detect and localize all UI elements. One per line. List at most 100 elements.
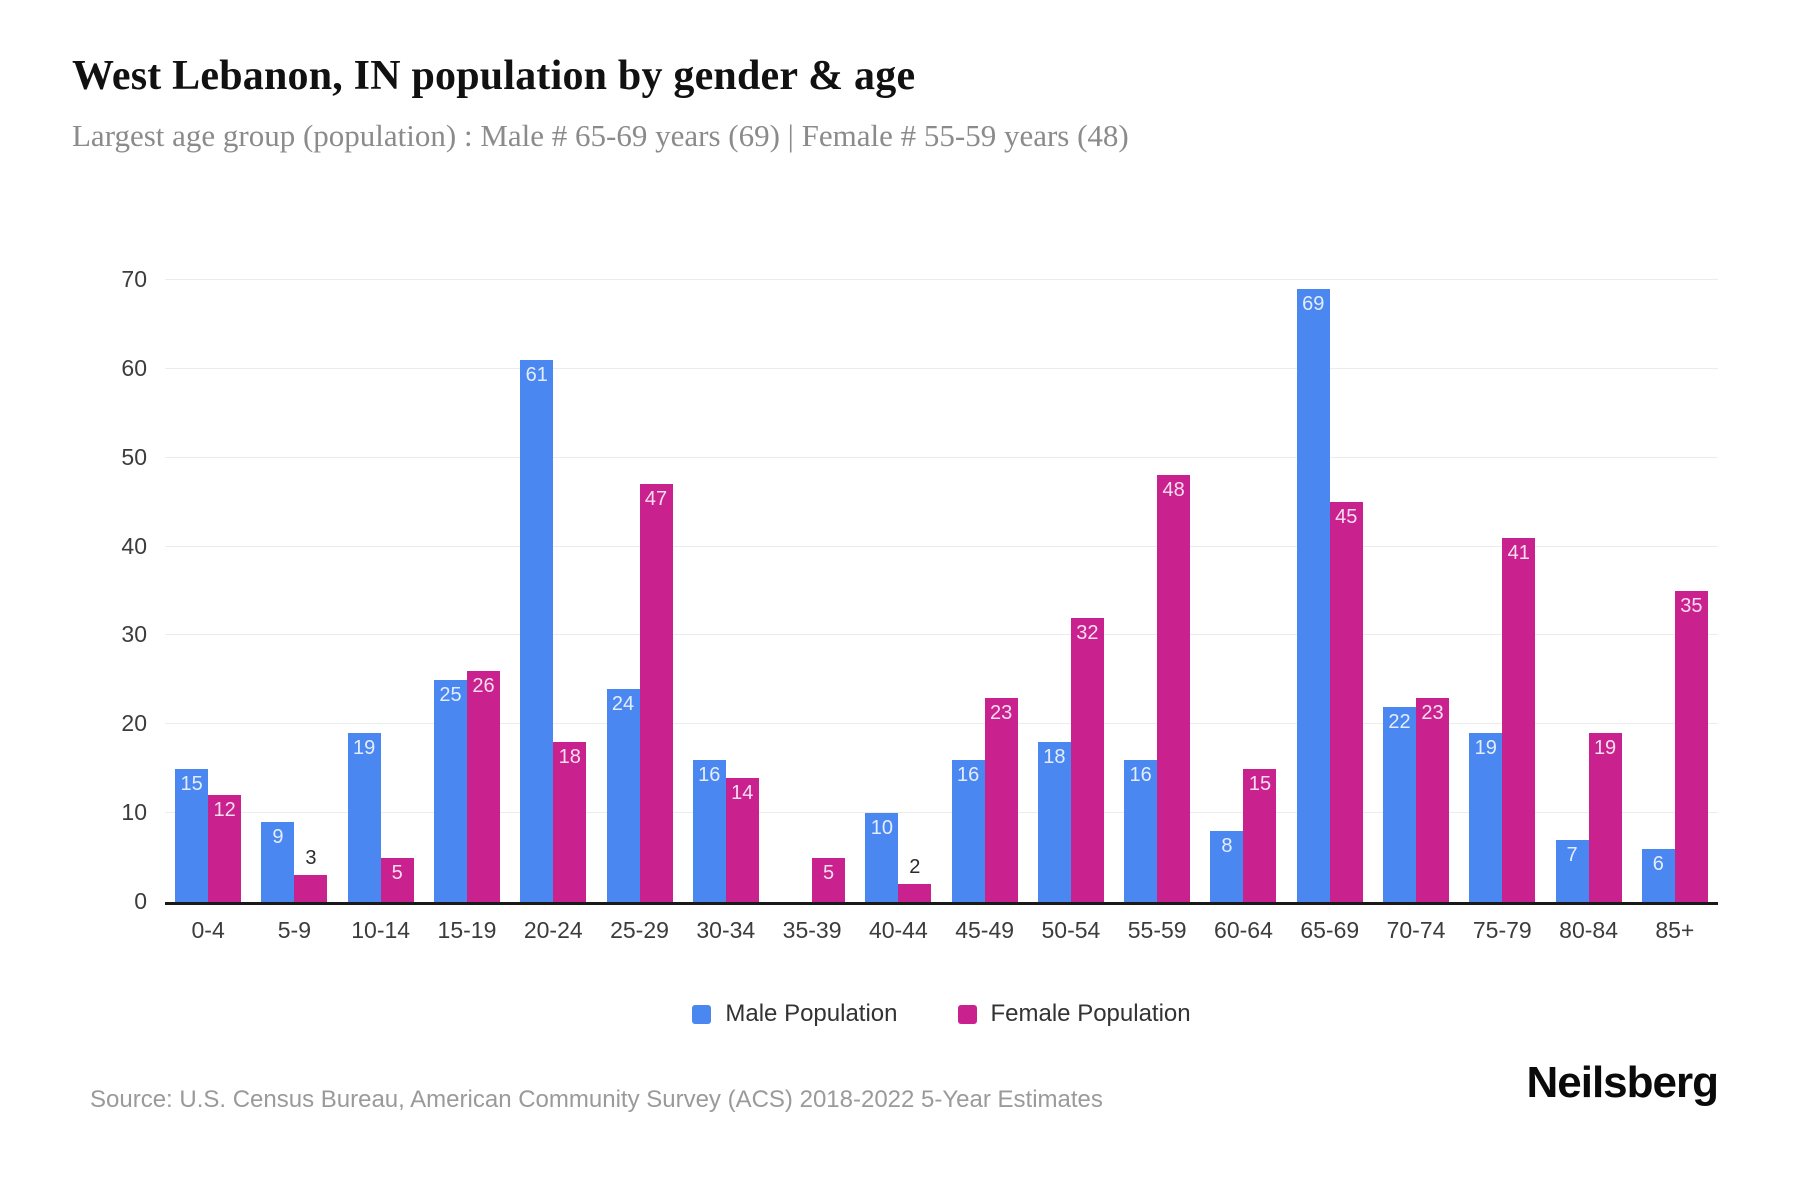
bar-group-0-4: 15 12 [165, 283, 251, 902]
bar-male-30-34[interactable]: 16 [692, 760, 726, 902]
x-axis-label-10-14: 10-14 [351, 917, 411, 943]
bar-female-30-34[interactable]: 14 [725, 778, 759, 902]
bar-value-label: 16 [698, 764, 721, 786]
bar-value-label: 22 [1388, 711, 1411, 733]
bar-female-45-49[interactable]: 23 [984, 698, 1018, 902]
bar-value-label: 24 [611, 693, 635, 715]
legend-label-female: Female Population [990, 1000, 1191, 1027]
x-axis-label-60-64: 60-64 [1214, 917, 1273, 943]
neilsberg-logo: Neilsberg [1526, 1058, 1719, 1107]
bar-female-25-29[interactable]: 47 [639, 484, 673, 902]
bar-male-25-29[interactable]: 24 [606, 689, 640, 902]
bar-male-75-79[interactable]: 19 [1469, 733, 1503, 902]
bar-value-label: 15 [180, 773, 203, 795]
plot-area: 0 10 20 30 40 50 60 70 15 12 0-4 9 3 5-9 19 5 10-14 25 26 1… [121, 266, 1718, 943]
bar-value-label: 10 [870, 817, 893, 839]
x-axis-label-25-29: 25-29 [610, 917, 669, 943]
source-attribution: Source: U.S. Census Bureau, American Com… [90, 1086, 1103, 1113]
bar-value-label: 35 [1680, 595, 1703, 617]
female-legend-swatch-icon [957, 1004, 977, 1024]
bar-female-75-79[interactable]: 41 [1502, 538, 1536, 902]
bar-value-label: 41 [1507, 542, 1530, 564]
bar-value-label: 48 [1162, 479, 1185, 501]
bar-female-35-39[interactable]: 5 [812, 858, 846, 902]
gridline-40 [165, 545, 1718, 547]
x-axis-label-80-84: 80-84 [1559, 917, 1618, 943]
bar-male-15-19[interactable]: 25 [433, 680, 467, 902]
bar-female-65-69[interactable]: 45 [1329, 502, 1363, 902]
bar-value-label: 23 [1421, 702, 1444, 724]
bar-female-60-64[interactable]: 15 [1243, 769, 1277, 902]
gridline-10 [165, 812, 1718, 814]
bar-group-75-79: 19 41 [1459, 283, 1545, 902]
x-axis-label-30-34: 30-34 [696, 917, 756, 943]
bar-group-15-19: 25 26 [424, 283, 510, 902]
bar-value-label: 8 [1221, 835, 1233, 857]
bar-group-50-54: 18 32 [1028, 283, 1114, 902]
bar-male-45-49[interactable]: 16 [951, 760, 985, 902]
bar-female-70-74[interactable]: 23 [1416, 698, 1449, 902]
bar-female-20-24[interactable]: 18 [553, 742, 587, 902]
bar-value-label: 69 [1302, 293, 1325, 315]
bar-group-65-69: 69 45 [1287, 283, 1373, 902]
bar-group-60-64: 8 15 [1200, 283, 1286, 902]
y-tick-label-70: 70 [121, 266, 147, 292]
x-axis-label-85+: 85+ [1655, 917, 1695, 943]
bar-value-label: 18 [558, 746, 581, 768]
gridline-60 [165, 367, 1718, 369]
bar-male-10-14[interactable]: 19 [347, 733, 381, 902]
bar-female-15-19[interactable]: 26 [466, 671, 500, 902]
bar-value-label: 16 [957, 764, 980, 786]
y-tick-label-30: 30 [121, 621, 147, 648]
bar-male-0-4[interactable]: 15 [175, 769, 209, 902]
bar-value-label: 5 [391, 862, 403, 884]
bar-group-10-14: 19 5 [338, 283, 424, 902]
bar-male-55-59[interactable]: 16 [1124, 760, 1158, 902]
legend-label-male: Male Population [725, 1000, 898, 1027]
bar-group-35-39: 5 [769, 283, 855, 902]
bar-female-10-14[interactable]: 5 [380, 858, 414, 902]
x-axis-label-55-59: 55-59 [1127, 917, 1187, 943]
bar-male-40-44[interactable]: 10 [865, 813, 899, 902]
bar-value-label: 6 [1652, 853, 1664, 875]
bar-female-0-4[interactable]: 12 [208, 795, 242, 902]
bar-group-85+: 6 35 [1632, 283, 1718, 902]
bar-male-60-64[interactable]: 8 [1210, 831, 1244, 902]
bar-female-50-54[interactable]: 32 [1070, 618, 1104, 902]
legend: Male Population Female Population [165, 1000, 1718, 1028]
bar-male-5-9[interactable]: 9 [261, 822, 295, 902]
bar-group-30-34: 16 14 [683, 283, 769, 902]
bar-value-label: 45 [1335, 506, 1358, 528]
legend-item-female[interactable]: Female Population [957, 1000, 1191, 1028]
bar-male-70-74[interactable]: 22 [1383, 707, 1416, 902]
bar-male-85+[interactable]: 6 [1641, 849, 1675, 902]
bar-male-50-54[interactable]: 18 [1037, 742, 1071, 902]
bar-group-80-84: 7 19 [1545, 283, 1631, 902]
bar-female-80-84[interactable]: 19 [1588, 733, 1622, 902]
bar-female-85+[interactable]: 35 [1674, 591, 1708, 902]
bar-female-40-44[interactable]: 2 [898, 857, 932, 902]
y-tick-label-20: 20 [121, 710, 147, 737]
bar-female-5-9[interactable]: 3 [294, 848, 328, 902]
bar-female-55-59[interactable]: 48 [1157, 475, 1191, 902]
legend-item-male[interactable]: Male Population [692, 1000, 898, 1028]
bar-value-label: 15 [1248, 773, 1272, 795]
y-tick-label-60: 60 [121, 354, 147, 381]
chart-title: West Lebanon, IN population by gender & … [72, 53, 916, 99]
bar-male-65-69[interactable]: 69 [1296, 289, 1330, 902]
bar-value-label: 32 [1076, 622, 1099, 644]
bar-group-25-29: 24 47 [596, 283, 682, 902]
bar-male-20-24[interactable]: 61 [520, 360, 554, 902]
bar-group-40-44: 10 2 [855, 283, 941, 902]
bar-group-70-74: 22 23 [1373, 283, 1459, 902]
x-axis-label-20-24: 20-24 [523, 917, 583, 943]
bar-value-label: 14 [731, 782, 754, 804]
bar-value-label: 25 [439, 684, 462, 706]
bar-value-label: 26 [472, 675, 495, 697]
bar-value-label: 19 [1593, 737, 1617, 759]
gridline-70 [165, 279, 1718, 280]
bar-male-80-84[interactable]: 7 [1555, 840, 1589, 902]
x-axis-label-70-74: 70-74 [1386, 917, 1446, 943]
y-tick-label-40: 40 [121, 532, 147, 559]
